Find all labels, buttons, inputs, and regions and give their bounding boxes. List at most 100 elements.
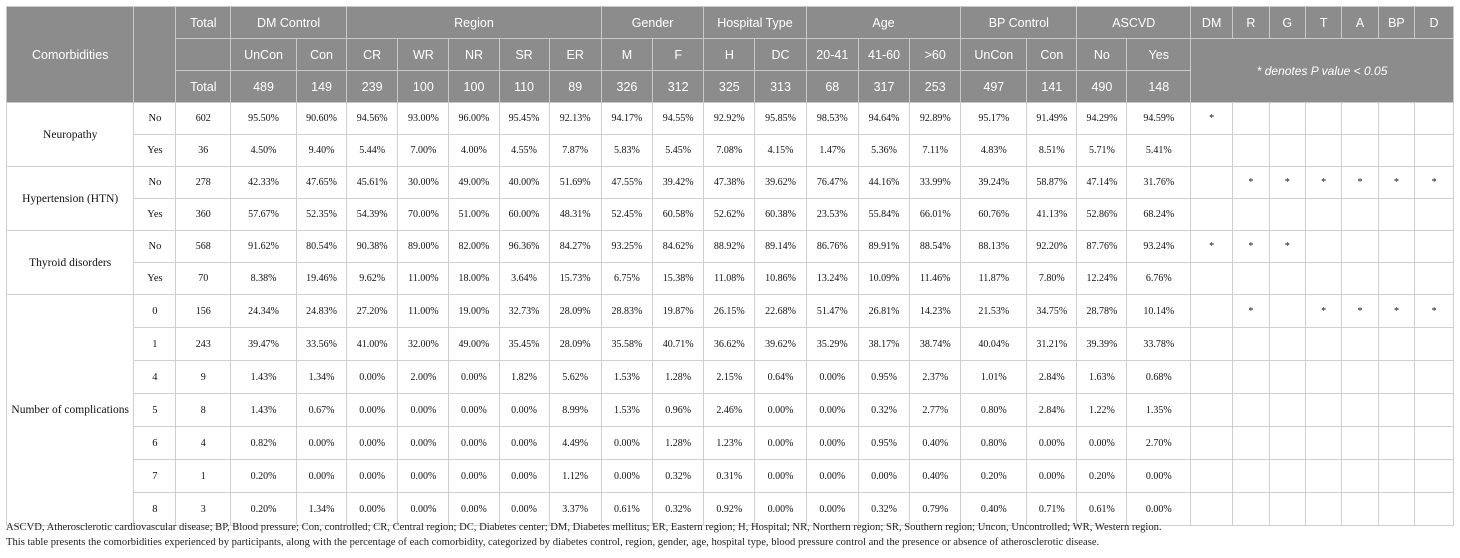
value-cell: 95.45%: [498, 102, 550, 135]
pvalue-cell-d: [1414, 360, 1454, 394]
subgroup-total: 490: [1076, 70, 1128, 103]
value-cell: 66.01%: [909, 198, 962, 231]
pvalue-header-dm: DM: [1190, 6, 1234, 39]
total-cell: 568: [175, 230, 232, 263]
value-cell: 28.09%: [548, 294, 602, 328]
value-cell: 88.13%: [960, 230, 1028, 263]
value-cell: 11.87%: [960, 262, 1028, 295]
pvalue-cell-a: [1341, 134, 1379, 167]
value-cell: 91.62%: [230, 230, 298, 263]
subgroup-total: 68: [805, 70, 859, 103]
subgroup-header: DC: [754, 38, 807, 71]
pvalue-cell-g: [1268, 459, 1306, 493]
description-note: This table presents the comorbidities ex…: [6, 537, 1100, 548]
pvalue-cell-t: [1304, 459, 1343, 493]
value-cell: 15.73%: [548, 262, 602, 295]
pvalue-cell-bp: [1377, 360, 1416, 394]
value-cell: 2.77%: [909, 393, 962, 427]
value-cell: 0.00%: [397, 459, 450, 493]
value-cell: 1.35%: [1126, 393, 1192, 427]
pvalue-cell-d: [1414, 426, 1454, 460]
pvalue-cell-d: [1414, 393, 1454, 427]
value-cell: 0.20%: [1076, 459, 1128, 493]
pvalue-cell-d: [1414, 134, 1454, 167]
total-cell: 156: [175, 294, 232, 328]
value-cell: 32.00%: [397, 327, 450, 361]
value-cell: 1.43%: [230, 360, 298, 394]
pvalue-cell-r: [1232, 360, 1270, 394]
pvalue-cell-d: *: [1414, 294, 1454, 328]
value-cell: 0.40%: [960, 492, 1028, 526]
pvalue-cell-bp: *: [1377, 294, 1416, 328]
table-row: Hypertension (HTN) No 278 42.33% 47.65% 45.61…: [5, 166, 1454, 231]
comorbidities-table: Comorbidities Total DM Control Region Gender…: [5, 6, 1454, 526]
value-cell: 0.00%: [346, 393, 399, 427]
value-cell: 91.49%: [1026, 102, 1078, 135]
pvalue-cell-dm: [1190, 294, 1234, 328]
value-cell: 24.83%: [296, 294, 348, 328]
value-cell: 0.00%: [498, 426, 550, 460]
value-cell: 0.00%: [346, 426, 399, 460]
pvalue-cell-t: [1304, 360, 1343, 394]
pvalue-cell-r: [1232, 393, 1270, 427]
value-cell: 11.00%: [397, 262, 450, 295]
value-cell: 6.75%: [600, 262, 654, 295]
value-cell: 0.20%: [230, 459, 298, 493]
value-cell: 5.71%: [1076, 134, 1128, 167]
pvalue-header-r: R: [1232, 6, 1270, 39]
subgroup-total: 497: [960, 70, 1028, 103]
pvalue-cell-r: *: [1232, 294, 1270, 328]
value-cell: 15.38%: [652, 262, 705, 295]
value-cell: 52.35%: [296, 198, 348, 231]
value-cell: 84.62%: [652, 230, 705, 263]
pvalue-cell-dm: [1190, 198, 1234, 231]
total-cell: 70: [175, 262, 232, 295]
value-cell: 3.64%: [498, 262, 550, 295]
pvalue-cell-t: [1304, 426, 1343, 460]
pvalue-cell-bp: [1377, 393, 1416, 427]
value-cell: 1.82%: [498, 360, 550, 394]
value-cell: 94.56%: [346, 102, 399, 135]
value-cell: 10.14%: [1126, 294, 1192, 328]
subgroup-header: CR: [346, 38, 399, 71]
level-cell: Yes: [133, 198, 177, 231]
value-cell: 1.47%: [805, 134, 859, 167]
value-cell: 52.45%: [600, 198, 654, 231]
group-header-bp-control: BP Control: [960, 6, 1078, 39]
value-cell: 2.37%: [909, 360, 962, 394]
value-cell: 4.15%: [754, 134, 807, 167]
value-cell: 90.60%: [296, 102, 348, 135]
value-cell: 87.76%: [1076, 230, 1128, 263]
value-cell: 1.34%: [296, 360, 348, 394]
value-cell: 7.87%: [548, 134, 602, 167]
pvalue-cell-bp: [1377, 134, 1416, 167]
value-cell: 0.00%: [805, 492, 859, 526]
value-cell: 0.80%: [960, 393, 1028, 427]
pvalue-cell-a: [1341, 426, 1379, 460]
value-cell: 0.00%: [448, 360, 500, 394]
value-cell: 45.61%: [346, 166, 399, 199]
pvalue-cell-bp: [1377, 459, 1416, 493]
value-cell: 47.55%: [600, 166, 654, 199]
value-cell: 38.74%: [909, 327, 962, 361]
value-cell: 92.92%: [703, 102, 756, 135]
subgroup-header: >60: [909, 38, 962, 71]
value-cell: 41.00%: [346, 327, 399, 361]
header-row-groups: Comorbidities Total DM Control Region Gender…: [5, 6, 1454, 103]
value-cell: 11.46%: [909, 262, 962, 295]
pvalue-cell-t: [1304, 230, 1343, 263]
value-cell: 19.87%: [652, 294, 705, 328]
value-cell: 0.64%: [754, 360, 807, 394]
value-cell: 60.38%: [754, 198, 807, 231]
value-cell: 60.00%: [498, 198, 550, 231]
value-cell: 8.38%: [230, 262, 298, 295]
value-cell: 96.00%: [448, 102, 500, 135]
value-cell: 19.46%: [296, 262, 348, 295]
value-cell: 0.00%: [296, 459, 348, 493]
comorbidity-label: Number of complications: [5, 294, 135, 526]
total-cell: 3: [175, 492, 232, 526]
value-cell: 0.00%: [1126, 459, 1192, 493]
value-cell: 93.00%: [397, 102, 450, 135]
value-cell: 89.14%: [754, 230, 807, 263]
pvalue-cell-dm: *: [1190, 230, 1234, 263]
